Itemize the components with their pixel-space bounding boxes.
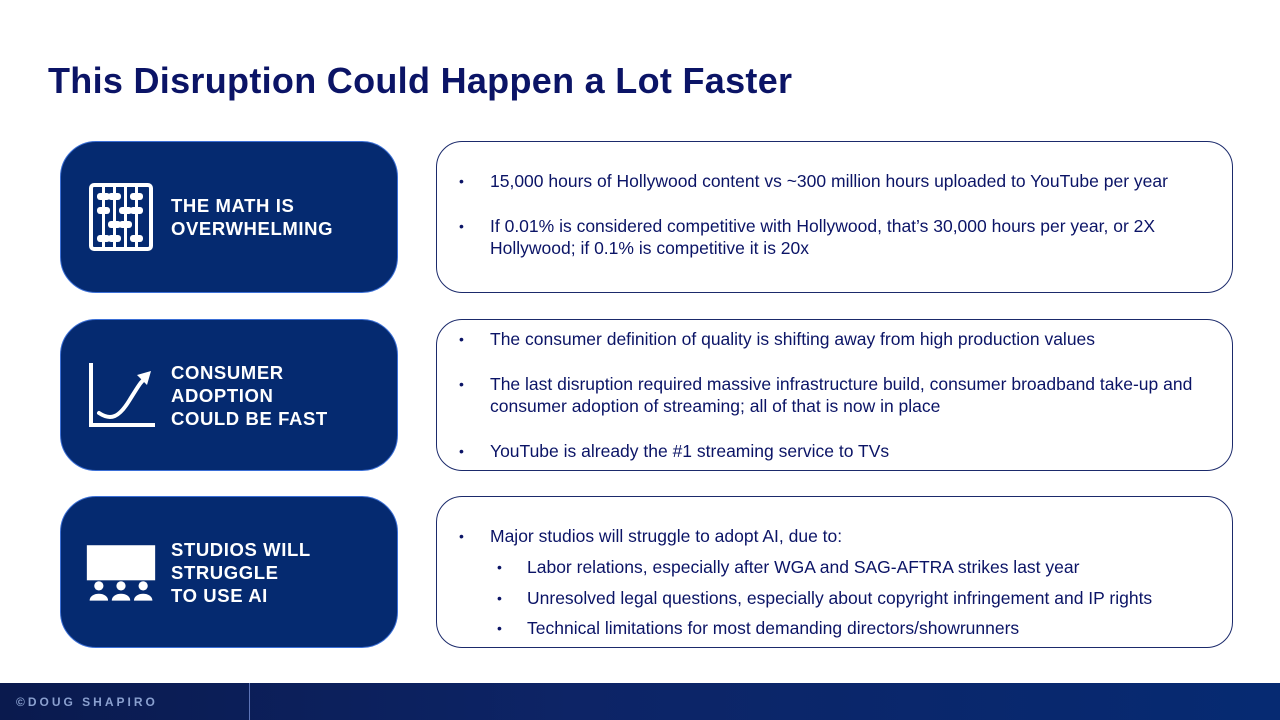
abacus-icon — [85, 177, 157, 257]
bullet-item: • The last disruption required massive in… — [459, 374, 1193, 416]
footer-brand: ©DOUG SHAPIRO — [16, 695, 158, 709]
label-adoption: CONSUMER ADOPTION COULD BE FAST — [171, 361, 328, 429]
sub-bullet-item: • Technical limitations for most demandin… — [497, 618, 1020, 638]
content-box-adoption: • The consumer definition of quality is s… — [436, 319, 1233, 471]
bullet-item: • The consumer definition of quality is s… — [459, 329, 1096, 349]
bullet-item: • If 0.01% is considered competitive with… — [459, 216, 1156, 258]
content-box-math: • 15,000 hours of Hollywood content vs ~3… — [436, 141, 1233, 293]
slide-title: This Disruption Could Happen a Lot Faste… — [48, 60, 793, 101]
label-box-math: THE MATH IS OVERWHELMING — [60, 141, 398, 293]
footer-bar: ©DOUG SHAPIRO — [0, 683, 1280, 720]
label-math: THE MATH IS OVERWHELMING — [171, 195, 334, 239]
sub-bullet-item: • Labor relations, especially after WGA a… — [497, 557, 1080, 577]
sub-bullet-item: • Unresolved legal questions, especially … — [497, 588, 1153, 608]
bullet-item: • YouTube is already the #1 streaming ser… — [459, 441, 890, 461]
growth-chart-icon — [85, 355, 157, 435]
bullet-item: • Major studios will struggle to adopt AI… — [459, 526, 843, 546]
bullet-item: • 15,000 hours of Hollywood content vs ~3… — [459, 171, 1168, 191]
content-box-studios: • Major studios will struggle to adopt AI… — [436, 496, 1233, 648]
footer-divider — [249, 683, 250, 720]
movie-theater-icon — [85, 532, 157, 612]
label-box-studios: STUDIOS WILL STRUGGLE TO USE AI — [60, 496, 398, 648]
label-studios: STUDIOS WILL STRUGGLE TO USE AI — [171, 538, 311, 606]
label-box-adoption: CONSUMER ADOPTION COULD BE FAST — [60, 319, 398, 471]
